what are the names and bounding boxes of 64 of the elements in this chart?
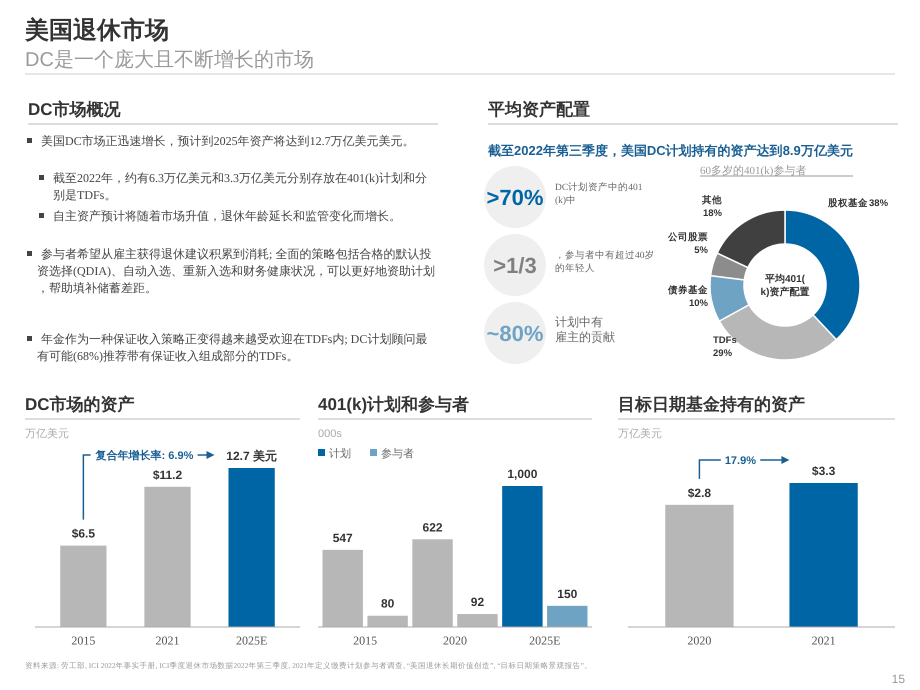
text: DC市场概况 <box>28 100 122 119</box>
bar <box>322 550 363 627</box>
text: 平均401(k)资产配置 <box>760 273 810 298</box>
slice-label: TDFs <box>713 335 737 346</box>
text: 17.9% <box>724 455 756 467</box>
data-label: 150 <box>557 586 578 601</box>
chart-subtitle: 000s <box>318 428 342 440</box>
x-tick-label: 2020 <box>687 634 712 648</box>
text: >70% <box>486 185 544 210</box>
bar <box>457 614 498 627</box>
chart-subtitle: 截至2022年第三季度，美国DC计划持有的资产达到8.9万亿美元 <box>487 143 853 158</box>
data-label: 547 <box>332 530 354 545</box>
legend-label: 参与者 <box>381 447 414 460</box>
bar <box>502 486 543 627</box>
data-label: 92 <box>470 595 484 610</box>
slice-label: 股权基金 <box>827 197 869 209</box>
text: 计划中有雇主的贡献 <box>555 315 615 344</box>
x-tick-label: 2015 <box>353 634 378 648</box>
text: 美国DC市场正迅速增长，预计到2025年资产将达到12.7万亿美元美元。 <box>41 134 415 148</box>
chart-subtitle: 万亿美元 <box>25 427 69 440</box>
text: DC是一个庞大且不断增长的市场 <box>25 49 314 71</box>
text: 复合年增长率: 6.9% <box>94 449 194 462</box>
chart-title: 平均资产配置 <box>487 100 590 119</box>
data-label: 10% <box>688 298 709 309</box>
data-label: 38% <box>869 198 889 209</box>
data-label: 5% <box>694 245 709 256</box>
data-label: $2.8 <box>688 486 712 500</box>
legend-label: 计划 <box>329 447 351 460</box>
data-label: $3.3 <box>812 464 836 478</box>
data-label: 18% <box>702 208 723 219</box>
text: ~80% <box>486 321 544 346</box>
text: >1/3 <box>493 253 537 278</box>
slice-label: 公司股票 <box>667 231 708 243</box>
data-label: 12.7 美元 <box>226 449 277 463</box>
x-tick-label: 2020 <box>443 634 467 648</box>
text: 美国退休市场 <box>24 16 169 44</box>
chart-subtitle: 万亿美元 <box>618 427 662 440</box>
text: 60多岁的401(k)参与者 <box>700 164 806 177</box>
data-label: 80 <box>380 596 395 611</box>
x-tick-label: 2021 <box>812 634 836 648</box>
text: 年金作为一种保证收入策略正变得越来越受欢迎在TDFs内; DC计划顾问最有可能(68%)推荐带有保证收入组成部分的TDFs。 <box>37 332 428 363</box>
chart-title: 目标日期基金持有的资产 <box>618 395 805 414</box>
data-label: 29% <box>713 348 733 359</box>
text: 参与者希望从雇主获得退休建议积累到消耗; 全面的策略包括合格的默认投资选择(QDIA)、自动入选、重新入选和财务健康状况，可以更好地资助计划，帮助填补储蓄差距。 <box>37 247 435 295</box>
bar <box>547 606 588 627</box>
text: 15 <box>892 672 906 686</box>
chart-title: DC市场的资产 <box>25 395 135 414</box>
text: ，参与者中有超过40岁的年轻人 <box>555 249 654 274</box>
data-label: 1,000 <box>507 467 538 481</box>
bar <box>412 539 453 627</box>
data-label: $11.2 <box>152 468 183 482</box>
text: DC计划资产中的401(k)中 <box>555 181 643 206</box>
x-tick-label: 2025E <box>236 634 268 648</box>
slice-label: 其他 <box>701 194 723 206</box>
x-tick-label: 2025E <box>529 634 561 648</box>
chart-title: 401(k)计划和参与者 <box>318 395 470 414</box>
data-label: 622 <box>422 520 443 534</box>
bar <box>367 616 408 627</box>
text: 截至2022年，约有6.3万亿美元和3.3万亿美元分别存放在401(k)计划和分别是TDFs。 <box>53 171 427 202</box>
x-tick-label: 2021 <box>156 634 180 648</box>
text: 自主资产预计将随着市场升值，退休年龄延长和监管变化而增长。 <box>53 209 401 223</box>
slice-label: 债券基金 <box>667 284 709 296</box>
x-tick-label: 2015 <box>71 634 96 648</box>
data-label: $6.5 <box>72 526 96 541</box>
